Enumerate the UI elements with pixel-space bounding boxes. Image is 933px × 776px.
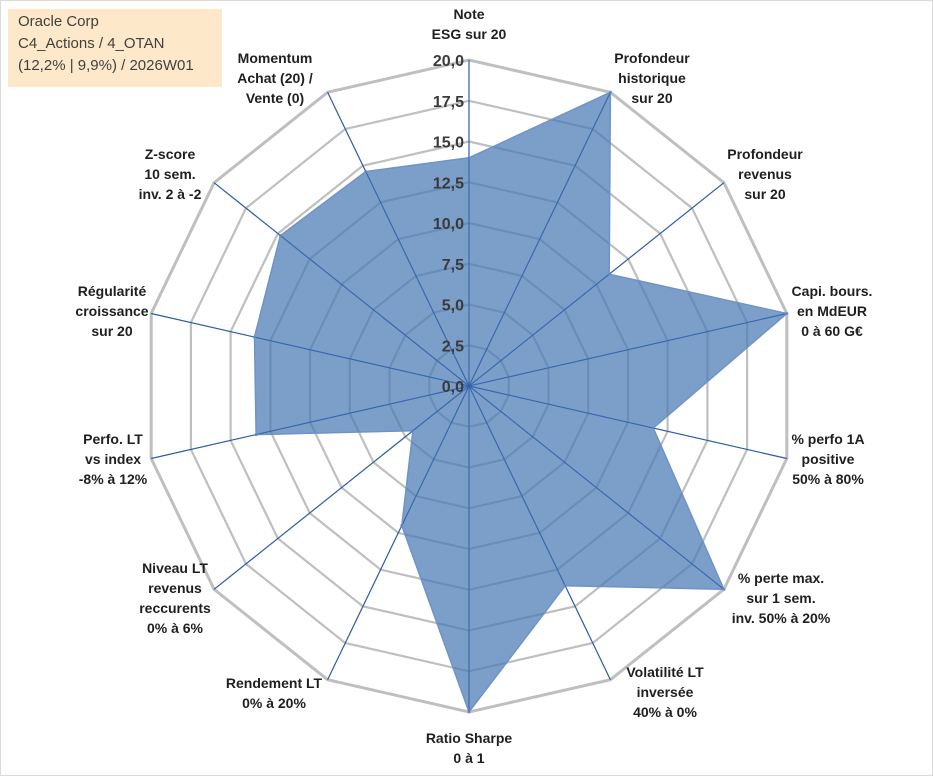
axis-label-line: Rendement LT: [226, 675, 323, 691]
axis-label: Profondeur revenus sur 20: [727, 146, 803, 202]
axis-label: Capi. bours. en MdEUR 0 à 60 G€: [792, 283, 873, 339]
info-box: Oracle Corp C4_Actions / 4_OTAN (12,2% |…: [8, 9, 222, 87]
axis-label-line: inversée: [637, 684, 694, 700]
axis-label-line: -8% à 12%: [79, 471, 148, 487]
axis-label: Perfo. LT vs index -8% à 12%: [79, 431, 148, 487]
axis-spoke-overlay: [151, 313, 470, 387]
axis-label-line: 0% à 20%: [242, 695, 306, 711]
axis-label: Z-score 10 sem. inv. 2 à -2: [139, 146, 202, 202]
axis-spoke-overlay: [468, 385, 611, 680]
axis-label-line: Vente (0): [246, 90, 304, 106]
axis-spoke-overlay: [213, 182, 470, 387]
axis-label: % perte max. sur 1 sem. inv. 50% à 20%: [732, 570, 831, 626]
axis-spoke-overlay: [327, 385, 470, 680]
axis-label-line: reccurents: [139, 600, 211, 616]
tick-label: 12,5: [433, 175, 464, 192]
axis-label: Ratio Sharpe 0 à 1: [426, 730, 513, 766]
axis-label-line: Ratio Sharpe: [426, 730, 513, 746]
axis-label: Niveau LT revenus reccurents 0% à 6%: [139, 560, 211, 636]
axis-label-line: positive: [802, 451, 855, 467]
axis-spoke-overlay: [151, 385, 470, 459]
axis-label-line: 50% à 80%: [792, 471, 864, 487]
axis-spoke-overlay: [468, 313, 787, 387]
axis-label-line: Momentum: [238, 50, 313, 66]
axis-label-line: Note: [453, 6, 484, 22]
axis-label-line: % perfo 1A: [791, 431, 864, 447]
info-company: Oracle Corp: [18, 13, 99, 30]
tick-label: 15,0: [433, 135, 464, 152]
axis-label-line: revenus: [148, 580, 202, 596]
radar-tick-labels: 0,0 2,5 5,0 7,5 10,0 12,5 15,0 17,5 20,0: [433, 53, 464, 396]
tick-label: 10,0: [433, 216, 464, 233]
axis-label: Profondeur historique sur 20: [614, 50, 690, 106]
tick-label: 5,0: [442, 298, 464, 315]
axis-spoke-overlay: [468, 92, 611, 387]
axis-label-line: Achat (20) /: [237, 70, 313, 86]
axis-label-line: vs index: [85, 451, 141, 467]
axis-label-line: 0 à 1: [453, 750, 484, 766]
axis-label-line: sur 1 sem.: [746, 590, 815, 606]
axis-label: Rendement LT 0% à 20%: [226, 675, 323, 711]
axis-label-line: Capi. bours.: [792, 283, 873, 299]
axis-label-line: Régularité: [78, 283, 147, 299]
tick-label: 17,5: [433, 94, 464, 111]
axis-label-line: revenus: [738, 166, 792, 182]
tick-label: 0,0: [442, 379, 464, 396]
axis-label-line: historique: [618, 70, 686, 86]
axis-label: Régularité croissance sur 20: [75, 283, 148, 339]
axis-spoke-overlay: [213, 385, 470, 590]
axis-spoke-overlay: [468, 385, 725, 590]
axis-label-line: sur 20: [744, 186, 785, 202]
axis-label-line: en MdEUR: [797, 303, 867, 319]
axis-label: Momentum Achat (20) / Vente (0): [237, 50, 313, 106]
axis-label-line: % perte max.: [738, 570, 824, 586]
radar-series: [151, 60, 789, 714]
tick-label: 20,0: [433, 53, 464, 70]
axis-label-line: inv. 50% à 20%: [732, 610, 831, 626]
axis-label-line: Profondeur: [727, 146, 803, 162]
tick-label: 2,5: [442, 338, 464, 355]
axis-label-line: 40% à 0%: [633, 704, 697, 720]
axis-label-line: sur 20: [91, 323, 132, 339]
axis-spoke-overlay: [327, 92, 470, 387]
axis-label-line: 0% à 6%: [147, 620, 204, 636]
axis-label-line: 10 sem.: [144, 166, 195, 182]
axis-label-line: croissance: [75, 303, 148, 319]
axis-spoke-overlay: [468, 182, 725, 387]
axis-label-line: Volatilité LT: [626, 664, 704, 680]
axis-label-line: 0 à 60 G€: [801, 323, 863, 339]
axis-label-line: sur 20: [631, 90, 672, 106]
axis-label: % perfo 1A positive 50% à 80%: [791, 431, 864, 487]
info-portfolio: C4_Actions / 4_OTAN: [18, 35, 165, 52]
axis-label-line: Z-score: [145, 146, 196, 162]
axis-label-line: ESG sur 20: [432, 26, 507, 42]
tick-label: 7,5: [442, 257, 464, 274]
info-performance: (12,2% | 9,9%) / 2026W01: [18, 57, 194, 74]
axis-label: Volatilité LT inversée 40% à 0%: [626, 664, 704, 720]
axis-label-line: inv. 2 à -2: [139, 186, 202, 202]
axis-label-line: Profondeur: [614, 50, 690, 66]
radar-axis-labels: Note ESG sur 20 Profondeur historique sur 20…: [75, 6, 872, 766]
axis-label-line: Perfo. LT: [83, 431, 143, 447]
axis-label-line: Niveau LT: [142, 560, 208, 576]
axis-spoke-overlay: [468, 385, 787, 459]
axis-label: Note ESG sur 20: [432, 6, 507, 42]
